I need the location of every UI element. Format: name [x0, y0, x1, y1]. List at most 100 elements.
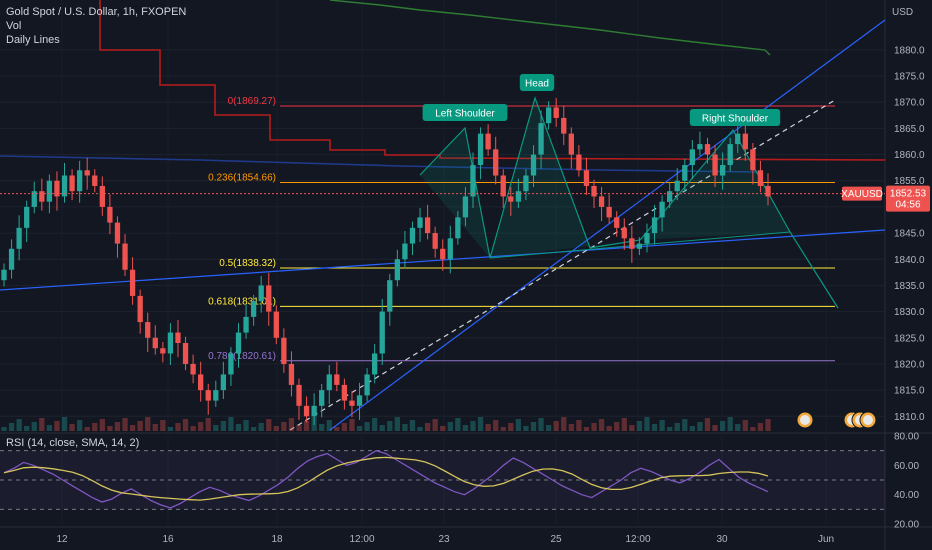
candle-body: [129, 269, 136, 296]
pattern-label-bg: [519, 74, 555, 91]
volume-bar: [114, 422, 121, 431]
volume-bar: [46, 425, 53, 431]
volume-bar: [394, 417, 400, 431]
volume-bar: [704, 418, 711, 431]
price-tick-label: 1830.0: [894, 307, 925, 318]
volume-bar: [659, 420, 665, 431]
price-tick-label: 1835.0: [894, 281, 925, 292]
rising-trendline: [329, 19, 886, 431]
candle-body: [182, 343, 189, 364]
pattern-label-badge: Left Shoulder: [422, 104, 508, 121]
candle-body: [379, 311, 385, 354]
candle-body: [477, 133, 484, 166]
volume-bar: [606, 426, 612, 431]
volume-bar: [288, 418, 295, 431]
candle-body: [1, 269, 7, 281]
candle-body: [145, 322, 151, 338]
candle-body: [538, 123, 544, 155]
vol-indicator-label[interactable]: Vol: [6, 20, 22, 32]
price-tick-label: 1825.0: [894, 333, 925, 344]
daily-lines-label[interactable]: Daily Lines: [6, 34, 60, 46]
candle-body: [576, 154, 582, 171]
candle-body: [205, 390, 211, 401]
candle-body: [636, 243, 643, 249]
volume-bar: [76, 420, 83, 431]
daily-line-green: [329, 0, 771, 56]
volume-bar: [432, 419, 438, 431]
candle-body: [704, 144, 711, 155]
volume-bar: [682, 419, 688, 431]
candle-body: [326, 374, 332, 391]
price-tick-label: 1860.0: [894, 150, 925, 161]
candle-body: [591, 185, 597, 197]
daily-line-blue: [0, 155, 761, 173]
volume-bar: [765, 419, 771, 431]
rsi-indicator-label[interactable]: RSI (14, close, SMA, 14, 2): [6, 437, 140, 449]
volume-bar: [727, 417, 733, 431]
time-tick-label: 16: [162, 534, 174, 545]
time-tick-label: 12: [56, 534, 68, 545]
volume-bar: [424, 423, 431, 431]
economic-event-flag-icon: [863, 415, 873, 425]
candle-body: [515, 191, 522, 202]
candle-body: [530, 154, 537, 176]
price-tick-label: 1840.0: [894, 255, 925, 266]
volume-bar: [447, 422, 453, 431]
candle-body: [39, 191, 45, 202]
fib-level-label: 0(1869.27): [228, 96, 276, 107]
volume-bar: [303, 421, 310, 431]
volume-bar: [576, 420, 582, 431]
candle-body: [462, 196, 469, 218]
volume-bar: [742, 420, 748, 431]
rsi-tick-label: 20.00: [894, 520, 919, 531]
volume-bar: [568, 424, 574, 431]
candle-body: [583, 170, 590, 186]
candle-body: [311, 405, 317, 417]
candle-body: [107, 206, 113, 223]
time-tick-label: 30: [716, 534, 728, 545]
candle-body: [364, 374, 370, 396]
candle-body: [598, 196, 605, 207]
candle-body: [651, 217, 658, 234]
volume-bar: [515, 419, 522, 431]
volume-bar: [757, 423, 764, 431]
price-tick-label: 1810.0: [894, 412, 925, 423]
pattern-label-text: Right Shoulder: [702, 114, 769, 125]
candle-body: [84, 170, 90, 176]
candle-body: [644, 233, 650, 244]
volume-bar: [220, 421, 227, 431]
candle-body: [16, 227, 22, 249]
candle-body: [372, 353, 378, 375]
candle-body: [757, 170, 764, 186]
candle-body: [614, 217, 620, 228]
symbol-tag-text: XAUUSD: [841, 189, 883, 200]
volume-bar: [485, 424, 491, 431]
candle-body: [553, 107, 559, 118]
candle-body: [296, 384, 302, 406]
candle-body: [24, 206, 30, 228]
volume-bar: [629, 425, 635, 431]
volume-bar: [750, 427, 756, 431]
volume-bar: [145, 417, 151, 431]
price-tag-bg: [886, 185, 930, 212]
fib-level-label: 0.236(1854.66): [208, 173, 276, 184]
price-tag-value: 1852.53: [890, 189, 927, 200]
volume-bar: [243, 420, 249, 431]
time-tick-label: 18: [271, 534, 283, 545]
volume-bar: [84, 427, 90, 431]
candle-body: [629, 238, 635, 249]
volume-bar: [493, 420, 499, 431]
candle-body: [319, 390, 325, 406]
candle-body: [712, 154, 718, 176]
volume-bar: [455, 418, 461, 431]
candle-body: [273, 311, 279, 338]
volume-bar: [205, 418, 211, 431]
candle-body: [137, 295, 143, 323]
rsi-line: [3, 449, 769, 509]
candle-body: [485, 133, 491, 150]
volume-bar: [583, 427, 590, 431]
volume-bar: [402, 424, 408, 431]
volume-bar: [591, 423, 597, 431]
symbol-tag-bg: [842, 186, 882, 201]
